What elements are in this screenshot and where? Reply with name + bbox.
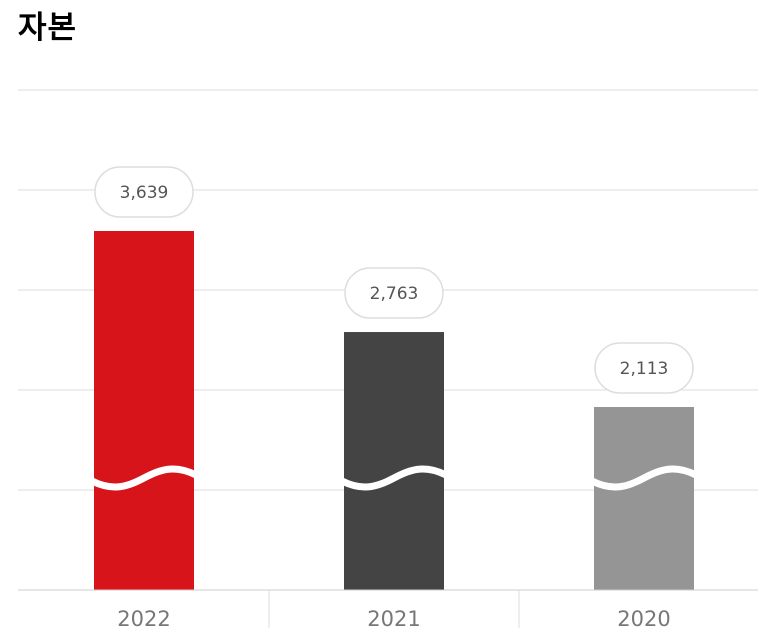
x-axis: 2022 2021 2020 — [18, 589, 758, 631]
value-bubble — [94, 166, 194, 218]
data-label-2021: 2,763 — [370, 284, 419, 304]
data-label-2022: 3,639 — [120, 183, 169, 203]
x-tick-label-2022: 2022 — [117, 607, 170, 631]
axis-break-wave — [340, 465, 448, 491]
value-bubble — [344, 267, 444, 319]
data-label-2020: 2,113 — [620, 359, 669, 379]
bar-2020 — [594, 407, 694, 590]
bar-2021 — [344, 332, 444, 590]
chart-title: 자본 — [18, 10, 78, 46]
bar-2022 — [94, 231, 194, 590]
value-bubble — [594, 342, 694, 394]
bars — [90, 231, 698, 590]
x-tick-label-2020: 2020 — [617, 607, 670, 631]
axis-break-wave — [590, 465, 698, 491]
value-labels: 3,639 2,763 2,113 — [94, 166, 694, 394]
x-tick-label-2021: 2021 — [367, 607, 420, 631]
axis-break-wave — [90, 465, 198, 491]
